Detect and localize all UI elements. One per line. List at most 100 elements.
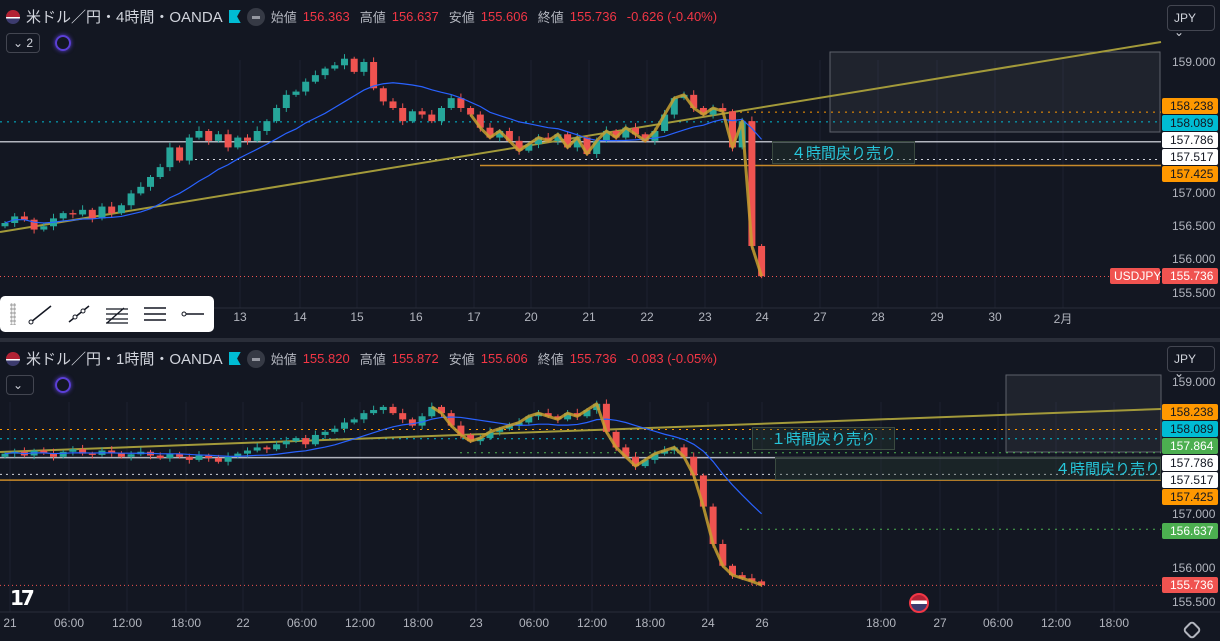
candle-body xyxy=(486,127,494,138)
candle-body xyxy=(758,581,766,586)
time-tick: 28 xyxy=(871,310,885,324)
candle-body xyxy=(438,406,445,414)
currency-label: JPY xyxy=(1174,352,1196,366)
time-tick: 06:00 xyxy=(286,616,318,630)
candle-body xyxy=(399,107,407,122)
time-tick: 21 xyxy=(582,310,596,324)
time-tick: 16 xyxy=(409,310,423,324)
time-tick: 14 xyxy=(293,310,307,324)
candle-body xyxy=(108,206,116,214)
indicators-toggle[interactable]: ⌄ xyxy=(6,375,34,395)
time-tick: 29 xyxy=(930,310,944,324)
price-tag: 157.786 xyxy=(1162,132,1218,149)
candle-body xyxy=(331,428,339,432)
high-value: 156.637 xyxy=(391,9,439,24)
symbol-title[interactable]: 米ドル／円・4時間・OANDA xyxy=(26,9,223,26)
zone-label-4h[interactable]: ４時間戻り売り xyxy=(772,141,916,164)
us-event-flag-icon[interactable] xyxy=(909,593,929,613)
candle-body xyxy=(341,58,348,66)
candle-body xyxy=(244,450,251,454)
candle-body xyxy=(564,413,572,420)
tradingview-logo[interactable]: 𝟭𝟳 xyxy=(10,588,35,610)
bookmark-flag-icon[interactable] xyxy=(228,10,241,23)
price-tag: 157.786 xyxy=(1162,454,1218,471)
legend-1h: 米ドル／円・1時間・OANDA 始値 155.820 高値 155.872 安値 15… xyxy=(6,348,721,369)
candle-body xyxy=(379,88,387,102)
candle-body xyxy=(389,101,397,108)
candle-body xyxy=(370,410,378,414)
price-tag: 157.425 xyxy=(1162,166,1218,183)
candle-body xyxy=(350,419,358,423)
candle-body xyxy=(331,65,339,69)
candle-body xyxy=(234,137,242,148)
drag-handle-icon[interactable] xyxy=(10,303,16,325)
candle-body xyxy=(253,130,261,141)
candle-body xyxy=(612,431,620,448)
time-tick: 27 xyxy=(933,616,947,630)
candle-body xyxy=(292,438,300,442)
low-value: 155.606 xyxy=(480,351,528,366)
time-tick: 20 xyxy=(524,310,538,324)
candle-body xyxy=(59,451,67,457)
zone-label-4h[interactable]: ４時間戻り売り xyxy=(775,457,1161,480)
horizontal-ray-icon[interactable] xyxy=(180,303,206,325)
low-label: 安値 xyxy=(448,352,475,367)
candle-body xyxy=(88,209,96,219)
candle-body xyxy=(447,413,455,426)
candle-body xyxy=(564,134,572,148)
sync-icon[interactable] xyxy=(55,377,71,393)
symbol-title[interactable]: 米ドル／円・1時間・OANDA xyxy=(26,351,223,368)
candle-body xyxy=(321,431,329,435)
price-tag: 155.736 xyxy=(1162,267,1218,284)
currency-select[interactable]: JPY ⌄ xyxy=(1167,346,1215,380)
zone-label-1h[interactable]: １時間戻り売り xyxy=(752,427,896,450)
ray-icon[interactable] xyxy=(66,303,92,325)
price-tag: 158.089 xyxy=(1162,420,1218,437)
candle-body xyxy=(205,455,213,459)
candle-body xyxy=(253,447,261,451)
bookmark-flag-icon[interactable] xyxy=(228,352,241,365)
open-label: 始値 xyxy=(270,352,297,367)
high-label: 高値 xyxy=(359,352,386,367)
symbol-tag: USDJPY xyxy=(1110,267,1161,284)
candle-body xyxy=(30,219,38,230)
candle-body xyxy=(224,134,232,148)
candle-body xyxy=(127,193,135,206)
candle-body xyxy=(525,416,533,423)
candle-body xyxy=(699,107,707,115)
open-label: 始値 xyxy=(270,10,297,25)
price-tick: 157.000 xyxy=(1172,186,1216,201)
time-tick: 15 xyxy=(350,310,364,324)
candle-body xyxy=(467,434,475,442)
candle-body xyxy=(602,130,610,141)
collapse-icon[interactable] xyxy=(246,349,265,368)
sync-icon[interactable] xyxy=(55,35,71,51)
candle-body xyxy=(554,134,562,141)
time-tick: 2月 xyxy=(1053,312,1073,326)
collapse-icon[interactable] xyxy=(246,7,265,26)
parallel-channel-icon[interactable] xyxy=(142,303,168,325)
candle-body xyxy=(447,98,455,108)
fib-icon[interactable] xyxy=(104,303,130,325)
pane-separator[interactable] xyxy=(0,338,1220,342)
currency-select[interactable]: JPY ⌄ xyxy=(1167,5,1215,39)
candle-body xyxy=(1,222,9,227)
candle-body xyxy=(185,137,193,161)
time-tick: 17 xyxy=(467,310,481,324)
close-value: 155.736 xyxy=(569,351,617,366)
candle-body xyxy=(379,406,387,411)
indicators-toggle[interactable]: ⌄ 2 xyxy=(6,33,41,53)
candle-body xyxy=(573,137,581,148)
time-tick: 22 xyxy=(640,310,654,324)
candle-body xyxy=(117,205,125,214)
candle-body xyxy=(273,107,281,122)
candle-body xyxy=(399,413,407,420)
trend-line-icon[interactable] xyxy=(28,303,54,325)
candle-body xyxy=(418,416,426,426)
candle-body xyxy=(69,213,77,215)
close-value: 155.736 xyxy=(569,9,617,24)
time-tick: 26 xyxy=(755,616,769,630)
candle-body xyxy=(758,245,766,277)
candle-body xyxy=(214,134,222,141)
